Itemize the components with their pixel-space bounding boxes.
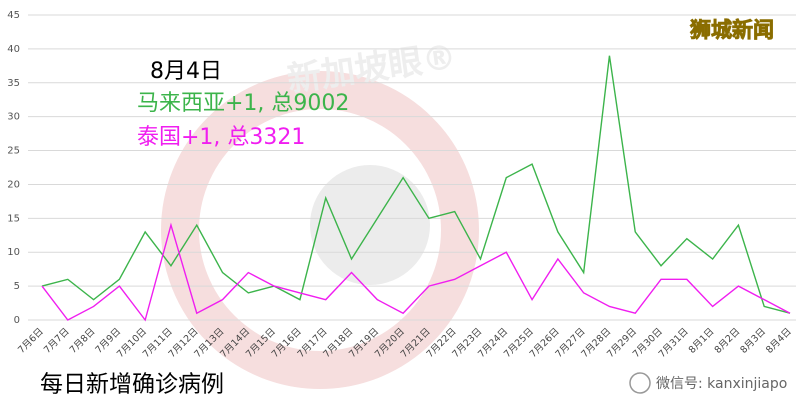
annotation: 8月4日 bbox=[150, 59, 222, 84]
annotation: 马来西亚+1, 总9002 bbox=[137, 91, 349, 116]
y-tick-label: 5 bbox=[14, 281, 20, 292]
y-tick-label: 15 bbox=[7, 213, 20, 224]
wechat-icon bbox=[629, 372, 651, 394]
annotation: 泰国+1, 总3321 bbox=[137, 125, 305, 150]
wechat-id: 微信号: kanxinjiapo bbox=[656, 376, 787, 392]
series-line bbox=[41, 222, 791, 322]
x-tick-label: 8月2日 bbox=[713, 326, 743, 356]
x-tick-label: 7月8日 bbox=[68, 326, 98, 356]
series-line bbox=[41, 55, 791, 314]
x-tick-label: 7月7日 bbox=[42, 326, 72, 356]
y-tick-label: 10 bbox=[7, 247, 20, 258]
x-tick-label: 8月4日 bbox=[764, 326, 794, 356]
x-tick-label: 7月6日 bbox=[16, 326, 46, 356]
x-tick-label: 8月3日 bbox=[738, 326, 768, 356]
watermark-ring bbox=[161, 71, 479, 389]
y-tick-label: 20 bbox=[7, 179, 20, 190]
y-tick-label: 25 bbox=[7, 146, 20, 157]
watermark-disc bbox=[310, 165, 430, 285]
y-tick-label: 40 bbox=[7, 44, 20, 55]
chart-title: 每日新增确诊病例 bbox=[40, 372, 224, 398]
y-tick-label: 30 bbox=[7, 112, 20, 123]
badge-bg bbox=[676, 14, 788, 46]
brand: 狮城新闻 bbox=[690, 18, 774, 42]
y-tick-label: 45 bbox=[7, 10, 20, 21]
y-tick-label: 0 bbox=[14, 315, 20, 326]
y-tick-label: 35 bbox=[7, 78, 20, 89]
x-tick-label: 8月1日 bbox=[687, 326, 717, 356]
